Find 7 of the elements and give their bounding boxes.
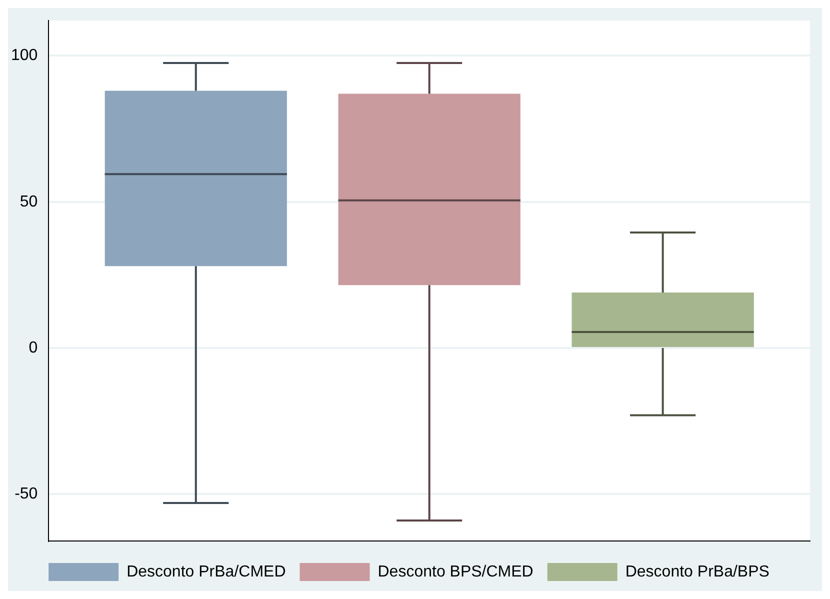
legend-label: Desconto BPS/CMED: [378, 563, 534, 580]
legend-label: Desconto PrBa/BPS: [625, 563, 770, 580]
legend-label: Desconto PrBa/CMED: [126, 563, 286, 580]
y-tick-label: 0: [28, 339, 38, 356]
y-tick-label: 50: [20, 193, 38, 210]
y-tick-label: 100: [10, 47, 38, 64]
y-tick-label: -50: [14, 486, 38, 503]
